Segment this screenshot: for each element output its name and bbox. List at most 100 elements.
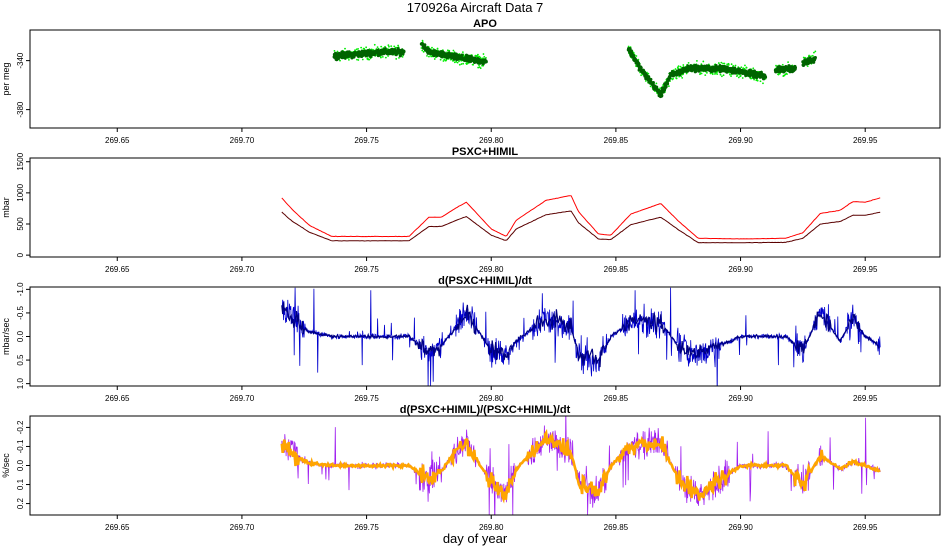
apo-point-light	[458, 60, 460, 63]
apo-point-light	[357, 47, 359, 50]
x-tick-label: 269.75	[354, 394, 379, 403]
apo-point-light	[759, 80, 762, 83]
apo-point-light	[356, 58, 358, 61]
apo-point-light	[752, 67, 755, 70]
apo-point-dark	[660, 94, 664, 98]
apo-segment	[419, 39, 488, 70]
x-tick-label: 269.65	[105, 523, 130, 532]
x-tick-label: 269.80	[479, 265, 504, 274]
apo-point-light	[655, 82, 658, 85]
apo-point-light	[677, 65, 680, 68]
y-tick-label: -0.5	[16, 305, 25, 319]
apo-point-light	[422, 50, 425, 53]
panel-3: d(PSXC+HIMIL)/dt mbar/sec 269.65 269.70 269.…	[1, 275, 941, 403]
y-tick-label: -0.1	[16, 439, 25, 453]
apo-point-light	[336, 50, 339, 53]
x-tick-label: 269.70	[230, 523, 255, 532]
apo-point-light	[781, 63, 784, 66]
apo-point-light	[711, 73, 714, 76]
apo-point-light	[667, 85, 670, 88]
y-tick-label: -340	[16, 52, 25, 69]
x-tick-label: 269.80	[479, 136, 504, 145]
apo-point-light	[813, 51, 815, 54]
apo-point-light	[787, 61, 789, 64]
apo-point-light	[395, 58, 398, 60]
apo-point-light	[439, 58, 442, 61]
apo-point-dark	[649, 77, 653, 82]
apo-point-dark	[657, 89, 661, 93]
apo-point-dark	[665, 82, 670, 86]
apo-point-light	[455, 60, 458, 63]
apo-point-light	[736, 74, 739, 76]
apo-point-light	[649, 85, 652, 88]
apo-point-light	[426, 54, 428, 57]
apo-point-light	[726, 63, 729, 66]
apo-point-light	[637, 58, 640, 61]
apo-point-light	[704, 74, 707, 77]
x-tick-label: 269.95	[853, 523, 878, 532]
panels: APO per meg 269.65 269.70 269.75 269.80 269.85…	[1, 18, 941, 532]
apo-point-light	[750, 77, 752, 80]
apo-point-light	[380, 45, 383, 48]
apo-point-light	[672, 77, 674, 80]
panel-2-ylabel: mbar	[1, 197, 11, 218]
apo-point-dark	[383, 47, 387, 51]
x-tick-label: 269.75	[354, 136, 379, 145]
y-tick-label: -380	[16, 101, 25, 118]
apo-point-light	[446, 49, 449, 52]
apo-point-light	[720, 75, 723, 78]
apo-point-light	[421, 39, 424, 42]
apo-point-light	[732, 64, 735, 67]
apo-point-light	[762, 82, 764, 85]
apo-point-dark	[647, 75, 651, 79]
x-tick-label: 269.85	[604, 523, 629, 532]
apo-point-light	[756, 79, 759, 82]
apo-point-light	[681, 77, 684, 79]
y-tick-label: 0.1	[16, 478, 25, 490]
y-tick-label: -0.2	[16, 420, 25, 434]
apo-point-light	[456, 61, 459, 64]
rel-rate-line	[280, 428, 881, 504]
apo-point-light	[678, 75, 681, 78]
apo-point-light	[461, 51, 464, 54]
panel-3-frame	[29, 286, 941, 387]
apo-point-light	[745, 66, 748, 69]
apo-point-light	[740, 66, 743, 69]
apo-point-light	[786, 73, 788, 76]
apo-point-light	[702, 60, 705, 63]
x-tick-label: 269.75	[354, 523, 379, 532]
panel-4-plot	[280, 416, 881, 515]
rate-point-line	[281, 302, 880, 368]
apo-point-light	[479, 56, 482, 59]
apo-point-light	[700, 72, 703, 75]
panel-3-title: d(PSXC+HIMIL)/dt	[438, 275, 532, 287]
apo-point-light	[339, 59, 341, 62]
x-tick-label: 269.90	[728, 136, 753, 145]
panel-1-title: APO	[473, 18, 497, 30]
x-tick-label: 269.85	[604, 265, 629, 274]
apo-point-light	[376, 46, 379, 49]
apo-point-light	[431, 46, 433, 49]
apo-point-light	[393, 45, 396, 48]
apo-point-light	[723, 62, 726, 65]
apo-point-dark	[632, 54, 636, 58]
apo-point-light	[472, 63, 475, 66]
y-tick-label: 1500	[16, 152, 25, 170]
apo-point-dark	[733, 66, 737, 70]
panel-1: APO per meg 269.65 269.70 269.75 269.80 269.85…	[1, 18, 941, 145]
apo-point-light	[739, 74, 742, 77]
apo-point-light	[734, 64, 737, 67]
apo-point-light	[659, 87, 662, 90]
apo-point-light	[722, 62, 724, 65]
x-tick-label: 269.70	[230, 136, 255, 145]
apo-point-light	[476, 55, 479, 57]
apo-point-dark	[423, 43, 427, 47]
apo-point-light	[479, 67, 482, 70]
apo-point-light	[387, 55, 390, 57]
apo-point-light	[477, 53, 479, 56]
apo-point-light	[387, 44, 390, 47]
apo-point-light	[452, 49, 455, 52]
apo-point-light	[421, 49, 424, 52]
x-tick-label: 269.70	[230, 265, 255, 274]
apo-point-light	[753, 78, 755, 81]
